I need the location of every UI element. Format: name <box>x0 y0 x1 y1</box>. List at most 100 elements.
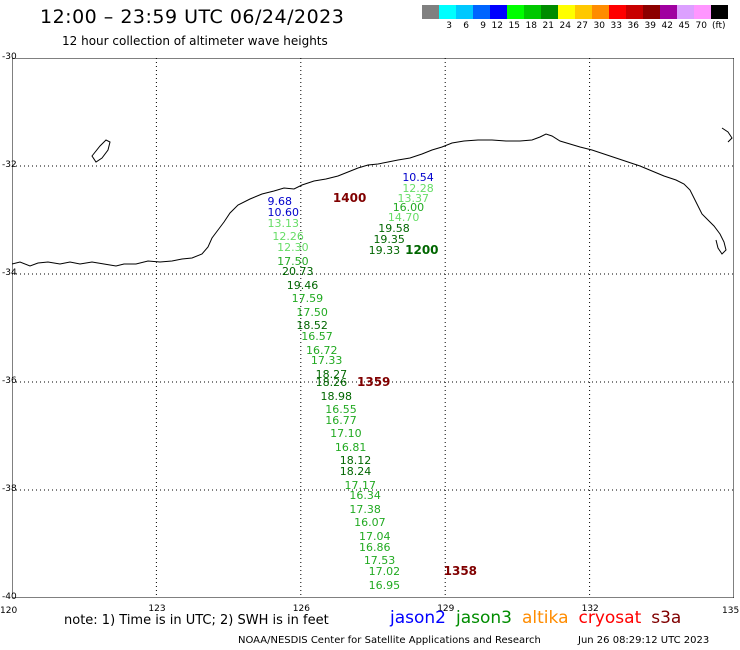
legend-label: 9 <box>480 21 486 31</box>
longitude-label: 120 <box>0 606 18 616</box>
map-title: 12:00 – 23:59 UTC 06/24/2023 <box>40 6 345 28</box>
wave-height-value: 18.12 <box>339 454 372 468</box>
wave-height-value: 17.59 <box>291 292 324 306</box>
footer-note: note: 1) Time is in UTC; 2) SWH is in fe… <box>64 613 329 628</box>
wave-height-value: 13.37 <box>397 192 430 206</box>
legend-label: 3 <box>446 21 452 31</box>
legend-swatch <box>677 5 694 19</box>
legend-swatch <box>490 5 507 19</box>
legend-label: 42 <box>661 21 673 31</box>
wave-height-value: 16.86 <box>359 540 391 554</box>
latitude-label: -34 <box>2 268 17 278</box>
satellite-s3a: s3a <box>651 608 682 628</box>
latitude-label: -36 <box>2 376 17 386</box>
wave-height-value: 17.02 <box>368 565 401 578</box>
wave-height-value: 16.77 <box>325 413 357 427</box>
wave-height-value: 16.95 <box>368 578 401 592</box>
generated-timestamp: Jun 26 08:29:12 UTC 2023 <box>578 635 710 646</box>
legend-label: 15 <box>508 21 520 31</box>
satellite-legend: jason2 jason3 altika cryosat s3a <box>390 608 691 628</box>
legend-swatch <box>439 5 456 19</box>
wave-height-value: 13.13 <box>267 216 300 230</box>
legend-swatch <box>694 5 711 19</box>
legend-swatch <box>626 5 643 19</box>
legend-label: 39 <box>644 21 656 31</box>
map-subtitle: 12 hour collection of altimeter wave hei… <box>62 34 328 48</box>
wave-height-value: 12.30 <box>277 241 309 254</box>
legend-swatch <box>643 5 660 19</box>
legend-swatch <box>456 5 473 19</box>
satellite-altika: altika <box>522 608 569 628</box>
wave-height-value: 18.52 <box>296 319 328 333</box>
wave-height-value: 19.46 <box>286 278 319 292</box>
legend-label: 45 <box>678 21 690 31</box>
legend-label: 27 <box>576 21 588 31</box>
wave-height-value: 14.70 <box>387 211 420 225</box>
pass-time-label: 1200 <box>405 242 439 257</box>
legend-swatch <box>422 5 439 19</box>
lat-lon-grid <box>12 58 734 598</box>
wave-height-value: 16.34 <box>349 489 381 503</box>
legend-swatch <box>592 5 609 19</box>
australia-coastline <box>11 133 727 267</box>
wave-height-value: 17.10 <box>330 427 362 441</box>
legend-label: 30 <box>593 21 605 31</box>
legend-swatch <box>609 5 626 19</box>
legend-swatch <box>711 5 728 19</box>
kangaroo-island <box>91 139 111 163</box>
wave-height-value: 16.72 <box>306 343 338 357</box>
wave-height-value: 16.00 <box>392 200 425 214</box>
legend-swatch <box>473 5 490 19</box>
legend-swatch <box>541 5 558 19</box>
legend-unit: (ft) <box>712 21 726 31</box>
wave-height-value: 20.73 <box>281 265 314 279</box>
wave-height-value: 19.33 <box>368 243 401 257</box>
legend-label: 33 <box>610 21 622 31</box>
longitude-label: 126 <box>292 604 310 614</box>
longitude-label: 132 <box>581 604 599 614</box>
wave-height-value: 19.58 <box>378 222 410 236</box>
legend-label: 6 <box>463 21 469 31</box>
satellite-jason2: jason2 <box>390 608 446 628</box>
wave-height-value: 16.55 <box>325 403 357 416</box>
legend-swatch <box>507 5 524 19</box>
satellite-cryosat: cryosat <box>578 608 642 628</box>
legend-swatch <box>524 5 541 19</box>
wave-height-value: 18.27 <box>315 367 348 381</box>
latitude-label: -30 <box>2 52 17 62</box>
wave-height-value: 17.50 <box>277 254 309 268</box>
map-panel <box>11 57 735 599</box>
wave-height-value: 17.50 <box>296 305 328 319</box>
wave-height-value: 12.28 <box>402 181 434 195</box>
longitude-label: 129 <box>437 604 455 614</box>
legend-label: 70 <box>695 21 707 31</box>
spencer-gulf-coast <box>721 127 733 143</box>
wave-height-value: 16.57 <box>301 330 333 344</box>
wave-height-value: 16.07 <box>354 516 386 530</box>
credit-line: NOAA/NESDIS Center for Satellite Applica… <box>238 635 541 646</box>
legend-label: 18 <box>525 21 537 31</box>
wave-height-value: 17.33 <box>310 354 343 368</box>
wave-height-value: 16.81 <box>334 440 367 454</box>
wave-height-value: 17.04 <box>359 529 391 543</box>
wave-height-value: 10.54 <box>402 170 434 184</box>
wave-height-value: 10.60 <box>267 205 300 219</box>
satellite-jason3: jason3 <box>456 608 512 628</box>
longitude-label: 123 <box>148 604 166 614</box>
wave-height-value: 9.68 <box>267 195 293 209</box>
wave-height-value: 18.26 <box>315 376 348 389</box>
pass-time-label: 1359 <box>357 375 391 389</box>
legend-swatch <box>660 5 677 19</box>
wave-height-value: 18.24 <box>339 465 372 479</box>
latitude-label: -38 <box>2 484 17 494</box>
wave-height-value: 17.53 <box>363 554 396 568</box>
legend-label: 36 <box>627 21 639 31</box>
wave-height-value: 19.35 <box>373 232 405 246</box>
legend-label: 12 <box>491 21 503 31</box>
pass-time-label: 1400 <box>332 191 367 206</box>
longitude-label: 135 <box>722 606 740 616</box>
legend-label: 21 <box>542 21 554 31</box>
legend-label: 24 <box>559 21 571 31</box>
wave-height-value: 17.38 <box>349 502 381 516</box>
legend-swatch <box>575 5 592 19</box>
